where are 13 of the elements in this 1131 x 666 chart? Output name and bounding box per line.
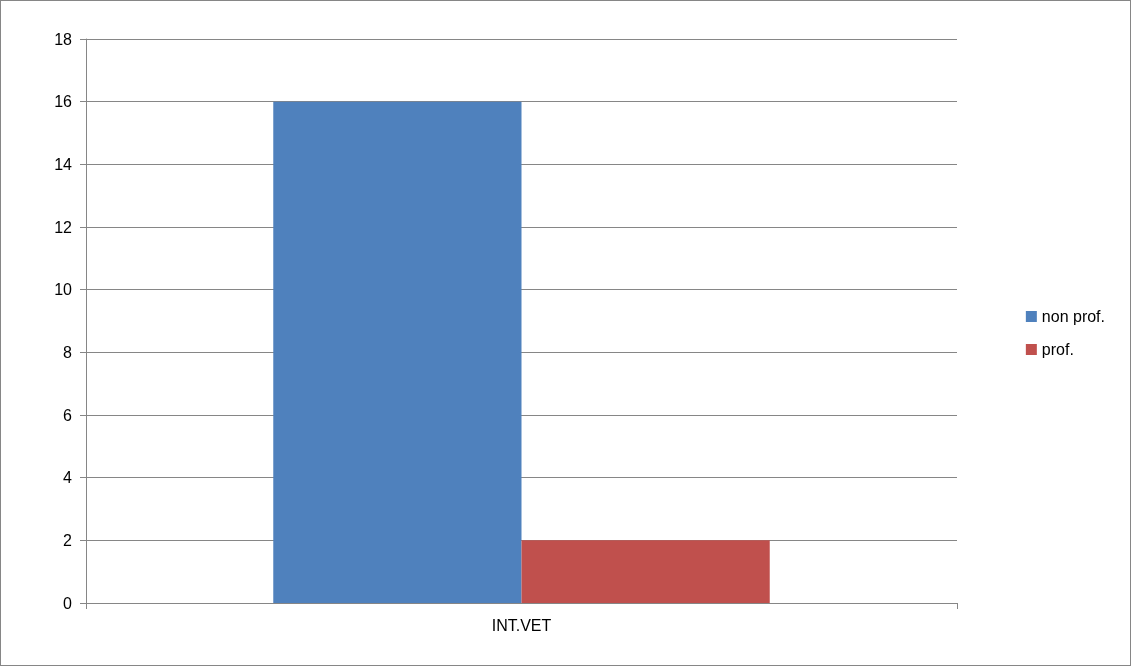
y-tick-label: 6 [63,406,73,424]
y-tick-label: 14 [54,155,73,173]
y-tick-label: 4 [63,469,73,487]
y-tick-label: 0 [63,594,73,612]
y-tick-label: 16 [54,93,73,111]
legend-label: prof. [1041,341,1074,358]
y-tick-label: 8 [63,343,73,361]
y-tick-label: 2 [63,531,73,549]
y-tick-label: 18 [54,30,73,48]
y-tick-label: 12 [54,218,73,236]
legend-label: non prof. [1041,308,1105,325]
x-tick-label: INT.VET [491,616,552,634]
y-tick-label: 10 [54,281,73,299]
